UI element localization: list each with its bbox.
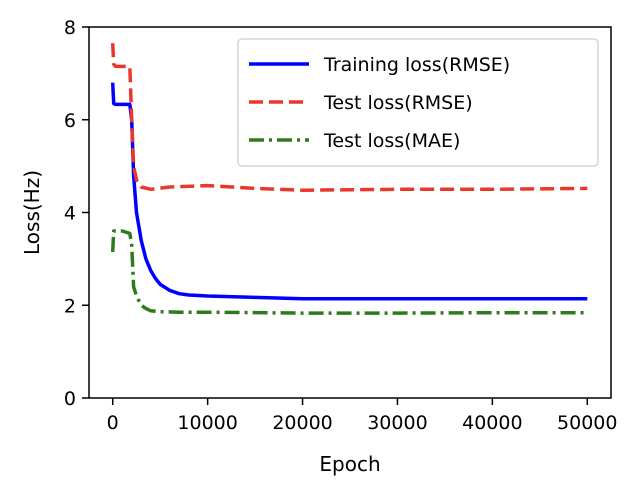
x-tick-label: 10000 — [177, 412, 237, 434]
y-tick-label: 2 — [64, 295, 76, 317]
legend: Training loss(RMSE) Test loss(RMSE) Test l… — [237, 38, 599, 167]
y-axis-ticks: 0 2 4 6 8 — [64, 17, 89, 410]
y-tick-label: 6 — [64, 110, 76, 132]
legend-label-1: Training loss(RMSE) — [323, 54, 510, 76]
legend-label-3: Test loss(MAE) — [323, 130, 460, 152]
x-tick-label: 30000 — [367, 412, 427, 434]
legend-box — [237, 38, 599, 167]
x-tick-label: 0 — [107, 412, 119, 434]
legend-label-2: Test loss(RMSE) — [323, 92, 473, 114]
series-line-1 — [110, 82, 588, 301]
y-tick-label: 8 — [64, 17, 76, 39]
x-tick-label: 40000 — [462, 412, 522, 434]
x-axis-label: Epoch — [319, 452, 380, 476]
x-tick-label: 20000 — [272, 412, 332, 434]
x-axis-ticks: 0 10000 20000 30000 40000 50000 — [107, 398, 617, 434]
plot-lines — [110, 43, 588, 315]
x-tick-label: 50000 — [557, 412, 617, 434]
y-tick-label: 4 — [64, 203, 76, 225]
y-tick-label: 0 — [64, 388, 76, 410]
series-line-2 — [110, 43, 588, 192]
series-line-3 — [110, 229, 588, 315]
y-axis-label: Loss(Hz) — [20, 170, 44, 255]
